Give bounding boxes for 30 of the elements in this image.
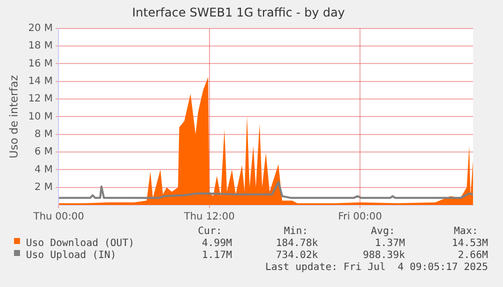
y-tick-label: 18 M: [28, 40, 53, 52]
y-tick-label: 2 M: [34, 182, 53, 193]
chart-title: Interface SWEB1 1G traffic - by day: [132, 5, 345, 20]
text: 4.99M: [202, 238, 232, 250]
text: 734.02k: [276, 250, 318, 262]
text: 14.53M: [452, 238, 488, 250]
text: Last update: Fri Jul 4 09:05:17 2025: [265, 262, 488, 274]
legend-label: Uso Upload (IN): [26, 250, 116, 262]
x-tick-label: Fri 00:00: [338, 212, 382, 223]
y-tick-label: 16 M: [28, 58, 53, 70]
y-tick-label: 12 M: [28, 94, 53, 105]
text: Min:: [284, 226, 308, 238]
text: Avg:: [370, 226, 395, 238]
y-tick-label: 20 M: [28, 22, 53, 34]
y-tick-label: 4 M: [34, 164, 53, 176]
y-tick-label: 14 M: [28, 76, 53, 87]
text: 1.37M: [374, 238, 405, 250]
text: Cur:: [198, 226, 222, 238]
y-axis-title: Uso de interfaz: [7, 74, 20, 158]
text: 184.78k: [276, 238, 318, 250]
y-tick-label: 10 M: [28, 111, 53, 122]
legend-label: Uso Download (OUT): [26, 238, 134, 250]
x-tick-label: Thu 12:00: [182, 212, 235, 223]
text: 2.66M: [458, 250, 488, 262]
text: 1.17M: [202, 250, 232, 262]
x-tick-label: Thu 00:00: [32, 212, 84, 223]
text: 988.39k: [362, 250, 405, 262]
y-tick-label: 8 M: [34, 128, 53, 140]
y-tick-label: 6 M: [34, 146, 53, 158]
text: Max:: [454, 226, 478, 238]
